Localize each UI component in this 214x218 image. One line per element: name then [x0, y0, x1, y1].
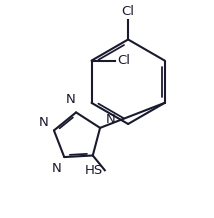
Text: N: N — [106, 113, 115, 126]
Text: N: N — [51, 162, 61, 175]
Text: N: N — [39, 116, 48, 129]
Text: Cl: Cl — [122, 5, 135, 18]
Text: HS: HS — [84, 164, 103, 177]
Text: Cl: Cl — [117, 54, 130, 67]
Text: N: N — [66, 94, 76, 106]
